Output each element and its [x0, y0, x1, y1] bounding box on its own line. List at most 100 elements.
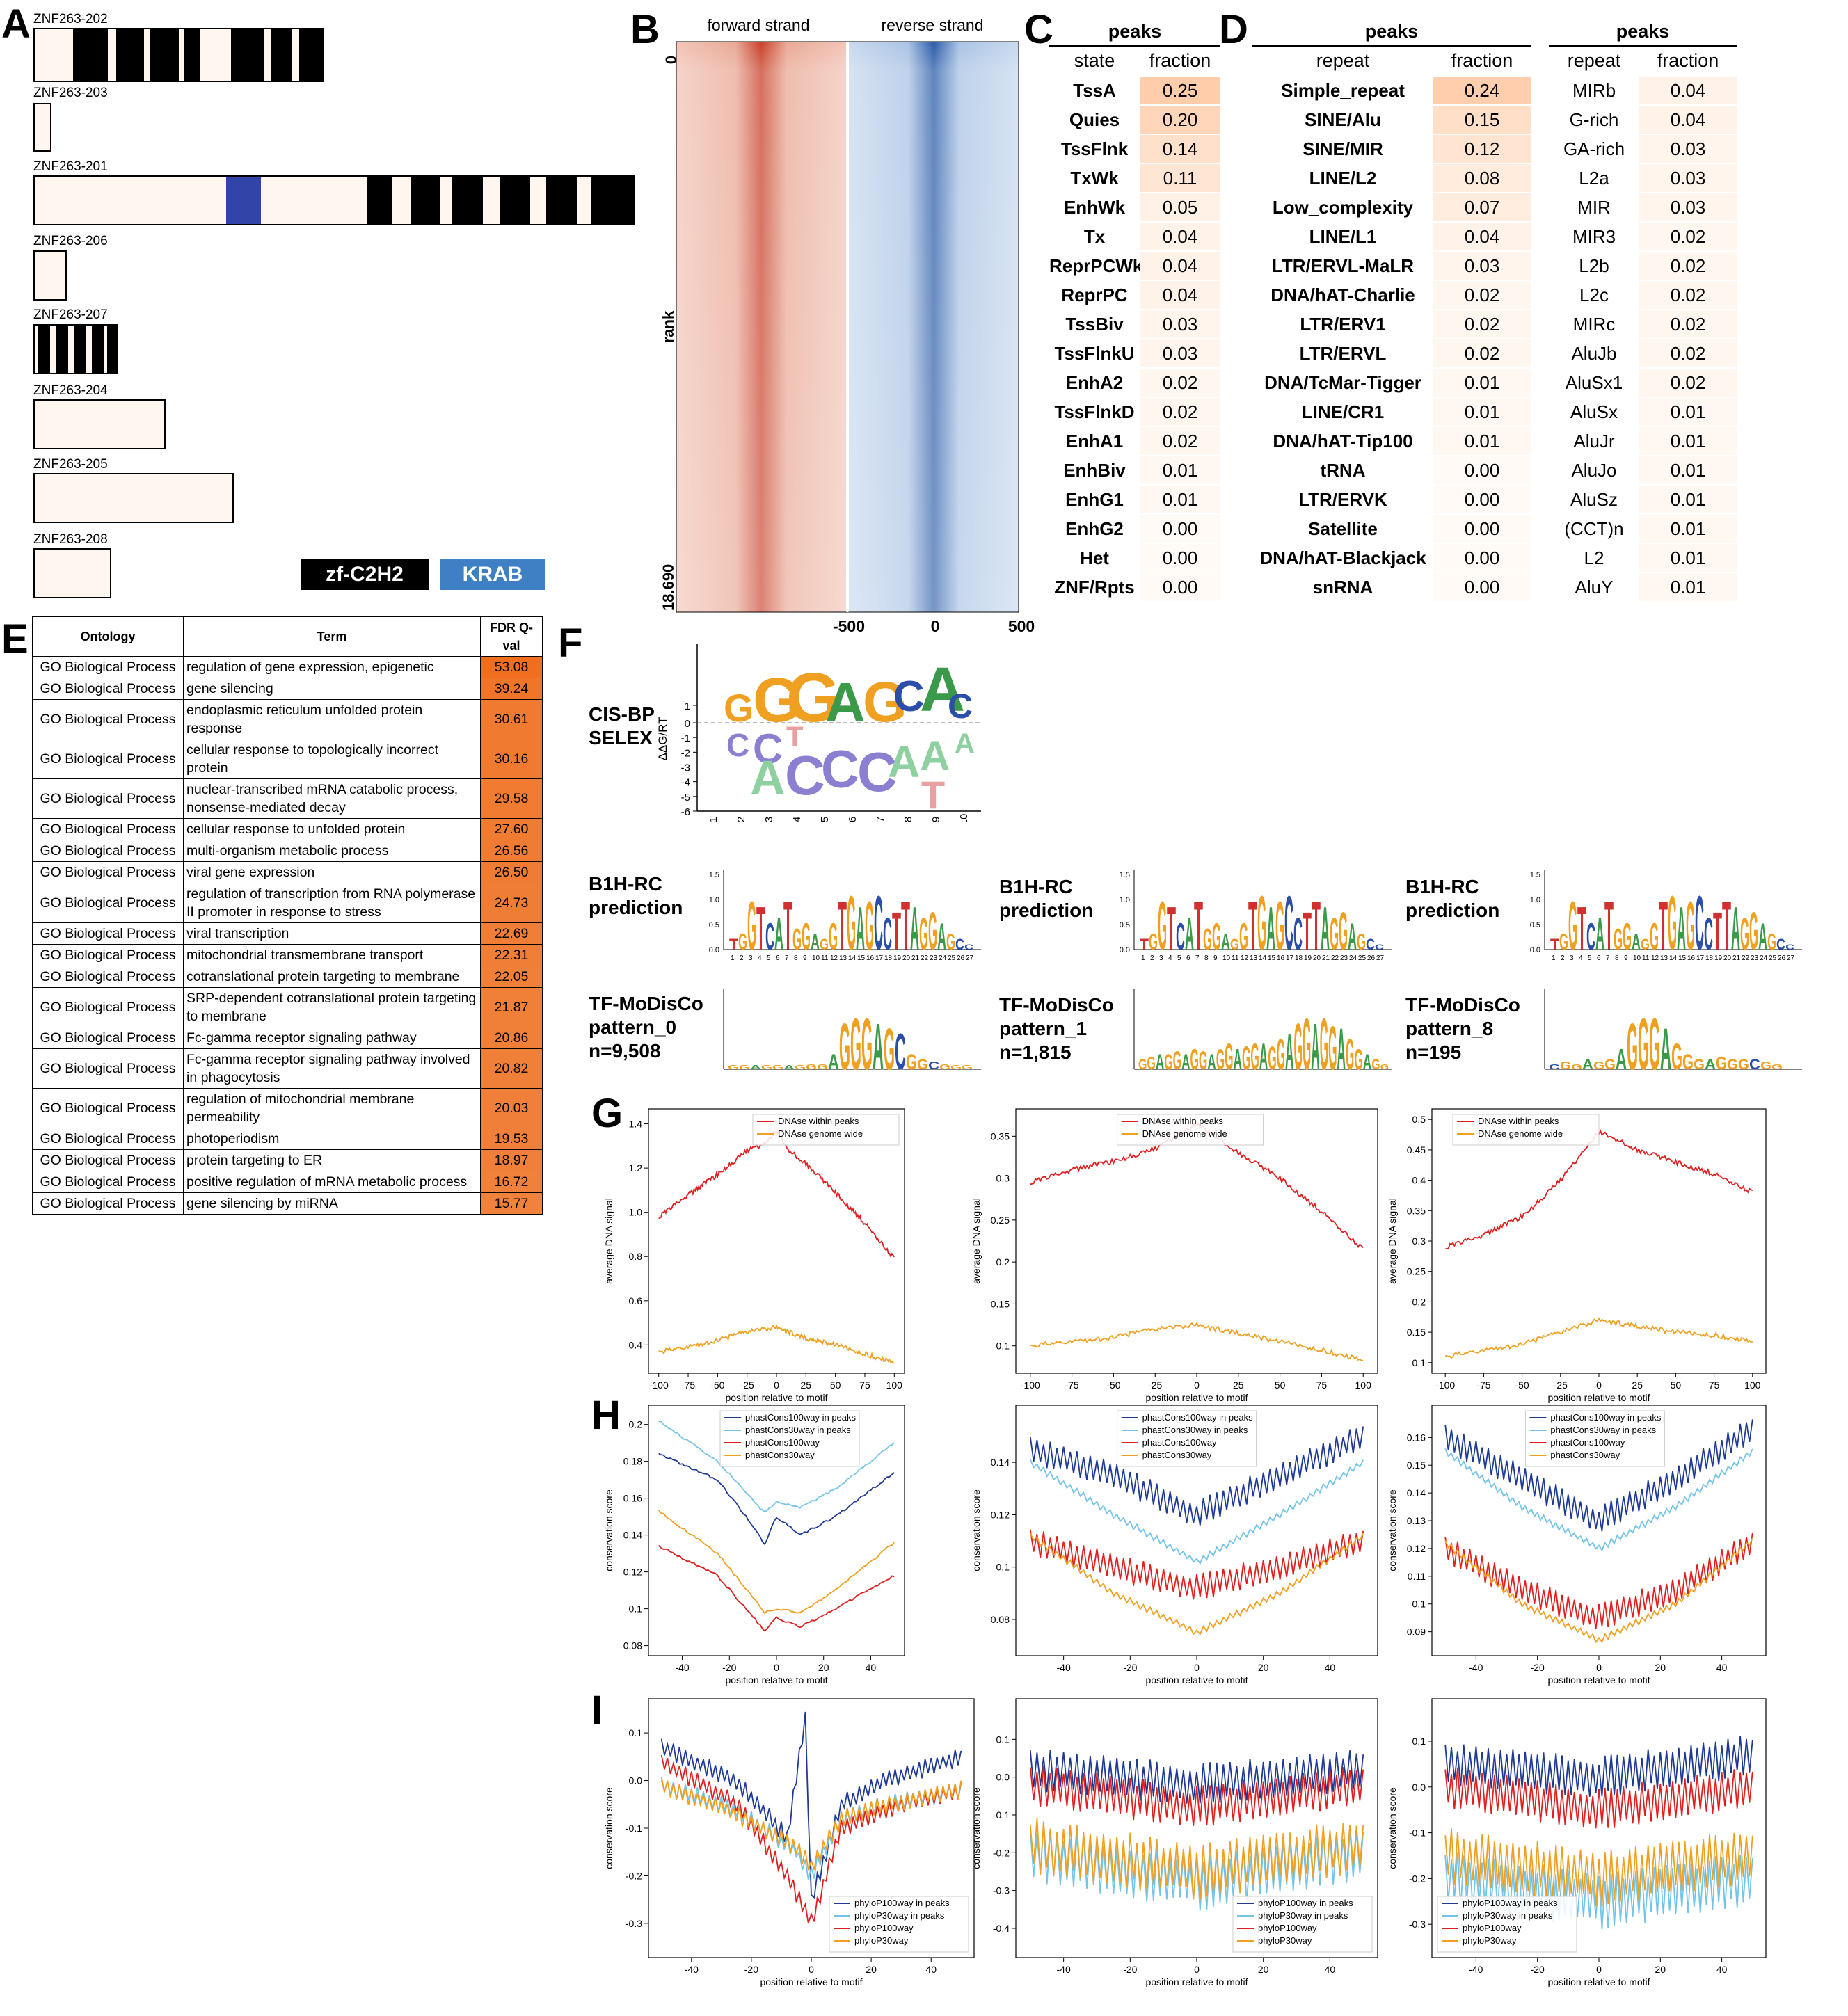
y-tick-label: 0.09 — [1407, 1626, 1426, 1638]
table-row: GO Biological Process cellular response t… — [32, 818, 543, 840]
logo-letter: C — [883, 908, 892, 959]
series-line — [1444, 1533, 1753, 1629]
table-fraction-cell: 0.01 — [1140, 486, 1220, 513]
table-label-cell: L2 — [1584, 547, 1604, 568]
logo-letter: T — [892, 902, 901, 961]
logo-letter: G — [1559, 929, 1568, 954]
x-tick-label: 21 — [1322, 954, 1330, 962]
x-tick-label: -100 — [1021, 1379, 1040, 1391]
logo-letter: G — [850, 1004, 861, 1085]
series-line — [1030, 1322, 1364, 1361]
series-line — [660, 1777, 962, 1871]
series-line — [1029, 1426, 1364, 1526]
logo-letter: A — [750, 1064, 762, 1071]
ontology-cell: GO Biological Process — [32, 1027, 184, 1049]
table-label-cell: Tx — [1083, 226, 1106, 247]
x-tick-label: -40 — [1057, 1964, 1071, 1975]
x-tick-label: 6 — [1186, 954, 1190, 962]
legend-box — [1232, 1896, 1373, 1953]
y-tick-label: 0.12 — [991, 1509, 1010, 1520]
fdr-cell: 26.56 — [480, 840, 543, 862]
term-cell: Fc-gamma receptor signaling pathway invo… — [183, 1048, 481, 1089]
fdr-cell: 30.16 — [480, 739, 543, 779]
term-cell: nuclear-transcribed mRNA catabolic proce… — [183, 778, 481, 819]
ontology-cell: GO Biological Process — [32, 944, 184, 966]
term-cell: cellular response to topologically incor… — [183, 739, 481, 779]
logo-letter: G — [1638, 1004, 1649, 1085]
logo-letter: T — [1577, 894, 1586, 963]
logo-letter: G — [861, 1004, 873, 1085]
legend-label: phyloP100way — [1463, 1923, 1522, 1933]
table-label-cell: TssFlnkD — [1054, 401, 1135, 422]
x-tick-label: 17 — [1696, 954, 1705, 962]
table-fraction-cell: 0.01 — [1140, 456, 1220, 484]
x-tick-label: 26 — [1778, 954, 1786, 962]
legend-label: DNAse within peaks — [1478, 1116, 1559, 1126]
table-fraction-cell: 0.00 — [1140, 573, 1220, 601]
line-chart-i3: -40 -20 0 20 40 -0.3 -0.2 -0.1 0.0 0.1 position re… — [1387, 1698, 1767, 1987]
b1h-label-1: B1H-RC prediction — [589, 873, 683, 918]
logo-letter: C — [765, 915, 774, 958]
col-term: Term — [183, 616, 481, 657]
x-tick-label: 12 — [830, 954, 838, 962]
x-tick-label: 26 — [1367, 954, 1376, 962]
cisbp-ylabel: ΔΔG/RT — [656, 717, 669, 760]
legend-label: phyloP100way in peaks — [854, 1898, 950, 1908]
panel-label-d: D — [1219, 7, 1248, 52]
logo-letter: G — [1268, 1040, 1276, 1077]
y-tick-label: -0.4 — [993, 1923, 1010, 1934]
table-fraction-cell: 0.00 — [1433, 486, 1531, 513]
x-tick-label: 16 — [1687, 954, 1696, 962]
x-tick-label: 20 — [866, 1964, 877, 1975]
table-row: GO Biological Process gene silencing by m… — [32, 1192, 543, 1215]
table-label-cell: SINE/Alu — [1305, 109, 1381, 130]
table-fraction-cell: 0.11 — [1140, 164, 1220, 192]
logo-letter: G — [1164, 1049, 1172, 1074]
x-tick-label: 11 — [1642, 954, 1650, 962]
y-tick-label: 1.4 — [629, 1119, 643, 1130]
x-tick-label: 23 — [1340, 954, 1348, 962]
table-fraction-cell: 0.01 — [1433, 369, 1531, 397]
logo-letter: C — [1695, 881, 1704, 966]
x-tick-label: 0 — [1596, 1964, 1602, 1975]
y-tick-label: 1.5 — [709, 871, 719, 879]
x-tick-label: 25 — [1358, 954, 1367, 962]
y-tick-label: 0.0 — [996, 1772, 1010, 1783]
transcript-name: ZNF263-204 — [33, 383, 108, 398]
y-tick-label: 0.3 — [1412, 1235, 1426, 1247]
x-tick-label: 12 — [1651, 954, 1659, 962]
logo-letter: G — [1357, 929, 1366, 954]
logo-letter: A — [1705, 1057, 1716, 1073]
x-tick-label: 20 — [1723, 954, 1732, 962]
y-tick-label: 0.8 — [629, 1251, 643, 1262]
svg-text:A: A — [750, 751, 786, 805]
table-fraction-cell: 0.02 — [1639, 339, 1737, 367]
logo-letter: G — [1147, 1053, 1155, 1073]
x-tick-label: 7 — [875, 817, 886, 822]
legend-label: phyloP100way — [854, 1923, 914, 1933]
line-chart-g2: -100 -75 -50 -25 0 25 50 75 100 0.1 0.15 0.2 0.25 0.3… — [971, 1108, 1378, 1403]
fdr-cell: 20.86 — [480, 1027, 543, 1049]
logo-letter: G — [1242, 1040, 1250, 1077]
term-cell: protein targeting to ER — [183, 1149, 481, 1171]
table-fraction-cell: 0.02 — [1639, 281, 1737, 309]
series-line — [658, 1421, 895, 1513]
x-tick-label: 20 — [1258, 1964, 1269, 1975]
table-label-cell: AluJb — [1571, 343, 1617, 364]
x-tick-label: 22 — [1331, 954, 1339, 962]
x-tick-label: 15 — [1678, 954, 1687, 962]
transcript-bar — [33, 28, 324, 82]
logo-letter: G — [946, 929, 955, 954]
x-axis-label: position relative to motif — [1547, 1976, 1650, 1987]
ontology-cell: GO Biological Process — [32, 966, 184, 988]
x-tick-label: 14 — [1259, 954, 1267, 962]
y-tick-label: -1 — [681, 733, 690, 744]
table-fraction-cell: 0.04 — [1639, 77, 1737, 104]
logo-letter: G — [772, 1064, 783, 1071]
x-tick-label: 13 — [1660, 954, 1668, 962]
svg-text:C: C — [753, 726, 783, 772]
table-row: GO Biological Process regulation of trans… — [32, 883, 543, 923]
x-tick-label: 100 — [1355, 1379, 1372, 1391]
series-line — [660, 1711, 962, 1900]
